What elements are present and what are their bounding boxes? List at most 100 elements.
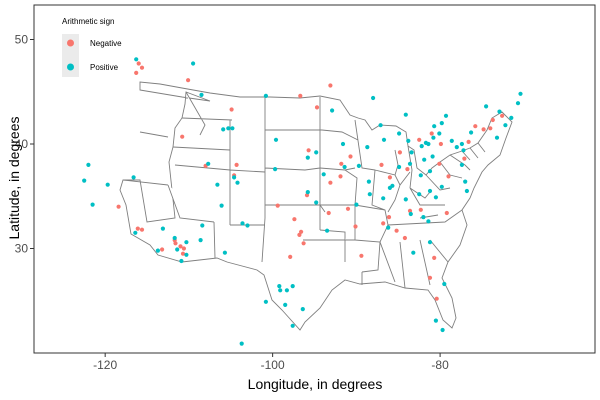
point-positive-91 <box>494 135 500 140</box>
point-positive-32 <box>300 307 305 312</box>
point-negative-51 <box>437 161 442 166</box>
point-positive-97 <box>340 141 346 147</box>
point-negative-5 <box>314 105 320 110</box>
point-negative-46 <box>488 126 493 131</box>
point-negative-55 <box>397 150 402 155</box>
point-positive-99 <box>356 163 361 168</box>
legend-title: Arithmetic sign <box>62 17 114 26</box>
point-positive-46 <box>386 225 391 230</box>
point-positive-72 <box>427 169 433 174</box>
point-positive-102 <box>314 200 319 205</box>
point-positive-94 <box>443 113 449 118</box>
us-state-map <box>119 81 513 331</box>
point-positive-95 <box>371 95 376 101</box>
point-positive-63 <box>437 131 442 136</box>
y-tick-label: 50 <box>15 32 29 46</box>
point-positive-76 <box>464 188 469 194</box>
point-positive-17 <box>160 226 165 231</box>
point-positive-33 <box>290 323 295 328</box>
point-positive-53 <box>440 327 445 333</box>
point-positive-24 <box>219 203 224 208</box>
point-positive-100 <box>321 172 326 177</box>
point-negative-47 <box>490 117 495 123</box>
point-positive-52 <box>442 281 447 287</box>
point-positive-71 <box>430 154 435 159</box>
point-positive-69 <box>461 148 466 153</box>
point-positive-101 <box>305 190 310 195</box>
point-negative-27 <box>353 224 358 229</box>
points-layer <box>82 57 523 346</box>
point-negative-23 <box>301 241 306 246</box>
point-positive-88 <box>515 101 521 106</box>
point-positive-105 <box>273 167 278 172</box>
point-positive-81 <box>397 131 402 136</box>
point-negative-53 <box>348 154 353 159</box>
point-negative-14 <box>181 246 186 251</box>
point-negative-48 <box>500 113 505 118</box>
point-positive-1 <box>191 61 196 66</box>
point-positive-15 <box>184 240 189 245</box>
point-positive-51 <box>427 240 433 245</box>
point-positive-10 <box>133 230 138 235</box>
point-negative-30 <box>394 228 399 233</box>
point-positive-64 <box>419 144 424 149</box>
point-positive-87 <box>509 115 514 120</box>
state-lines-central <box>319 119 486 289</box>
point-positive-80 <box>381 137 387 142</box>
point-negative-49 <box>462 156 467 161</box>
point-positive-23 <box>215 182 220 187</box>
point-positive-84 <box>439 121 444 126</box>
axes-layer: -120 -100 -80 30 40 50 <box>15 32 449 372</box>
point-negative-10 <box>173 241 178 246</box>
point-negative-3 <box>186 78 191 83</box>
point-negative-42 <box>438 141 443 147</box>
point-positive-13 <box>184 252 189 257</box>
point-positive-41 <box>366 179 371 184</box>
point-negative-26 <box>345 206 351 211</box>
point-positive-11 <box>155 248 160 253</box>
point-negative-38 <box>387 175 392 180</box>
point-positive-36 <box>263 93 268 98</box>
point-negative-43 <box>466 139 471 144</box>
point-positive-61 <box>406 138 411 143</box>
point-negative-35 <box>427 275 433 280</box>
point-negative-31 <box>402 235 407 241</box>
point-positive-2 <box>199 92 204 97</box>
point-negative-1 <box>134 70 139 75</box>
point-positive-56 <box>397 164 402 170</box>
point-positive-29 <box>284 288 289 293</box>
point-negative-39 <box>405 167 410 172</box>
point-positive-39 <box>365 145 370 150</box>
point-negative-59 <box>338 174 343 179</box>
point-negative-20 <box>292 217 297 222</box>
point-positive-4 <box>230 126 235 131</box>
point-negative-57 <box>288 254 293 259</box>
point-positive-9 <box>90 202 95 207</box>
point-negative-15 <box>160 247 165 252</box>
point-positive-40 <box>354 202 359 207</box>
point-positive-14 <box>179 258 184 264</box>
point-negative-8 <box>139 227 145 232</box>
point-positive-42 <box>381 196 386 201</box>
point-positive-83 <box>432 124 437 129</box>
point-positive-92 <box>469 130 474 135</box>
point-positive-74 <box>427 188 433 194</box>
point-positive-20 <box>222 250 227 255</box>
point-negative-4 <box>298 93 303 98</box>
point-positive-27 <box>263 299 268 304</box>
point-positive-30 <box>290 284 295 289</box>
point-negative-6 <box>328 83 333 88</box>
point-positive-73 <box>417 192 422 197</box>
point-positive-44 <box>367 192 372 197</box>
point-negative-40 <box>417 137 422 142</box>
point-negative-56 <box>229 107 234 112</box>
point-positive-103 <box>325 228 330 233</box>
point-positive-16 <box>172 235 177 241</box>
point-positive-45 <box>390 183 395 188</box>
point-positive-5 <box>86 162 91 167</box>
point-positive-55 <box>411 250 416 255</box>
point-positive-21 <box>232 175 237 180</box>
point-negative-21 <box>299 229 304 234</box>
point-positive-26 <box>245 223 250 228</box>
point-positive-65 <box>426 141 431 147</box>
